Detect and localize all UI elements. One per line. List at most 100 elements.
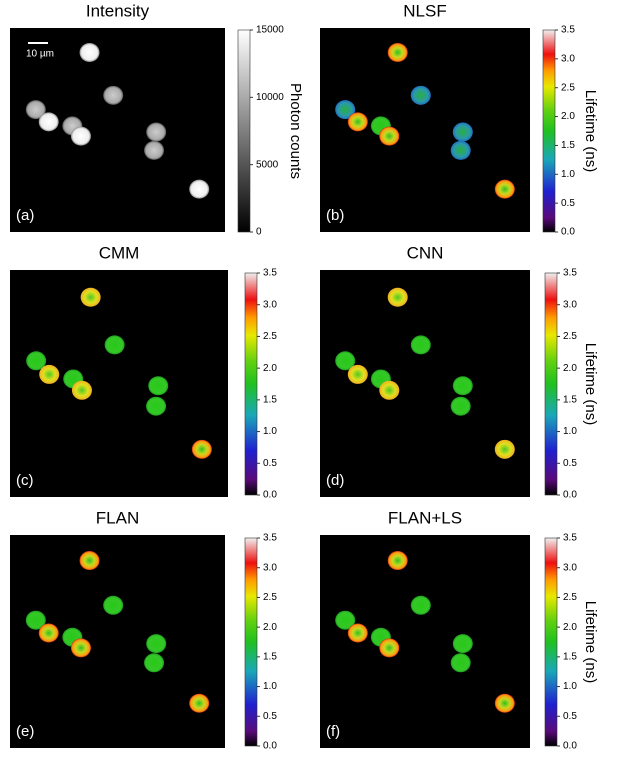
- panel-label: (c): [16, 472, 34, 489]
- panel-label: (a): [16, 207, 34, 224]
- cell: [387, 287, 408, 307]
- cell: [71, 380, 92, 400]
- cell: [494, 693, 515, 713]
- colorbar-tick-label: 0.5: [563, 711, 577, 722]
- image: [320, 270, 530, 497]
- cell: [146, 122, 167, 142]
- cell: [103, 85, 124, 105]
- colorbar-tick-label: 3.5: [561, 25, 575, 36]
- colorbar-tick-label: 2.5: [563, 331, 577, 342]
- cell: [379, 380, 400, 400]
- cell: [79, 42, 100, 62]
- colorbar-tick-label: 0.0: [561, 227, 575, 238]
- colorbar-tick-label: 0.5: [561, 198, 575, 209]
- colorbar-tick-label: 2.0: [561, 111, 575, 122]
- colorbar-tick-label: 0.0: [263, 741, 277, 752]
- panel-title: FLAN+LS: [388, 508, 462, 527]
- cell: [494, 179, 515, 199]
- panel-title: CNN: [407, 243, 444, 262]
- colorbar-label: Lifetime (ns): [582, 90, 599, 173]
- panel-title: CMM: [99, 243, 140, 262]
- cell: [450, 653, 471, 673]
- colorbar-tick-label: 3.0: [263, 562, 277, 573]
- colorbar-label: Lifetime (ns): [582, 343, 599, 426]
- colorbar-tick-label: 2.0: [563, 363, 577, 374]
- colorbar-tick-label: 2.5: [563, 592, 577, 603]
- colorbar-tick-label: 3.5: [263, 268, 277, 279]
- panel-title: FLAN: [96, 508, 139, 527]
- cell: [410, 85, 431, 105]
- cell: [347, 112, 368, 132]
- cell: [379, 126, 400, 146]
- colorbar-tick-label: 0.0: [563, 741, 577, 752]
- panel-label: (b): [326, 207, 344, 224]
- cell: [146, 634, 167, 654]
- cell: [146, 396, 167, 416]
- colorbar-tick-label: 1.5: [563, 651, 577, 662]
- cell: [191, 439, 212, 459]
- colorbar-tick-label: 1.0: [263, 426, 277, 437]
- cell: [450, 396, 471, 416]
- panel-title: NLSF: [403, 1, 446, 20]
- cell: [347, 623, 368, 643]
- cell: [450, 140, 471, 160]
- colorbar-tick-label: 2.0: [263, 622, 277, 633]
- cell: [38, 112, 59, 132]
- colorbar-tick-label: 1.0: [563, 681, 577, 692]
- cell: [38, 623, 59, 643]
- colorbar: [237, 29, 251, 233]
- image: [10, 270, 228, 497]
- colorbar-tick-label: 3.0: [563, 562, 577, 573]
- colorbar-tick-label: 2.5: [561, 82, 575, 93]
- cell: [452, 634, 473, 654]
- cell: [144, 653, 165, 673]
- colorbar-tick-label: 1.5: [263, 394, 277, 405]
- panel-title: Intensity: [86, 1, 150, 20]
- colorbar-tick-label: 0: [256, 227, 262, 238]
- colorbar-tick-label: 2.0: [263, 363, 277, 374]
- cell: [103, 595, 124, 615]
- colorbar-tick-label: 3.5: [263, 533, 277, 544]
- image: [10, 535, 225, 748]
- colorbar-tick-label: 1.0: [263, 681, 277, 692]
- cell: [80, 287, 101, 307]
- cell: [410, 595, 431, 615]
- cell: [25, 610, 46, 630]
- colorbar-tick-label: 0.0: [263, 490, 277, 501]
- image: [320, 535, 530, 748]
- cell: [335, 100, 356, 120]
- cell: [347, 364, 368, 384]
- colorbar-tick-label: 1.0: [563, 426, 577, 437]
- panel-label: (f): [326, 723, 340, 740]
- colorbar-tick-label: 0.5: [263, 458, 277, 469]
- colorbar-tick-label: 3.5: [563, 268, 577, 279]
- colorbar-tick-label: 1.0: [561, 169, 575, 180]
- colorbar: [244, 537, 258, 747]
- colorbar-tick-label: 15000: [256, 25, 284, 36]
- cell: [387, 42, 408, 62]
- colorbar-tick-label: 2.0: [563, 622, 577, 633]
- colorbar-tick-label: 3.0: [561, 53, 575, 64]
- cell: [410, 335, 431, 355]
- colorbar-label: Photon counts: [287, 83, 304, 179]
- cell: [25, 100, 46, 120]
- colorbar-tick-label: 0.5: [563, 458, 577, 469]
- cell: [70, 126, 91, 146]
- colorbar-tick-label: 3.5: [563, 533, 577, 544]
- panel: Intensity (a) 10 µm 15000 10000 5000 0 Photon c…: [10, 1, 304, 238]
- cell: [26, 351, 47, 371]
- panel: FLAN (e) 3.5 3.0 2.5 2.0 1.5 1.0 0.5 0.0: [10, 508, 277, 752]
- cell: [148, 376, 169, 396]
- panel: CMM (c) 3.5 3.0 2.5 2.0 1.5 1.0 0.5 0.0: [10, 243, 277, 501]
- panel-label: (d): [326, 472, 344, 489]
- cell: [144, 140, 165, 160]
- cell: [379, 638, 400, 658]
- colorbar-tick-label: 3.0: [263, 299, 277, 310]
- colorbar-tick-label: 2.5: [263, 331, 277, 342]
- scale-bar-label: 10 µm: [26, 49, 54, 60]
- image: [320, 28, 530, 232]
- colorbar: [542, 29, 556, 233]
- cell: [452, 122, 473, 142]
- cell: [335, 351, 356, 371]
